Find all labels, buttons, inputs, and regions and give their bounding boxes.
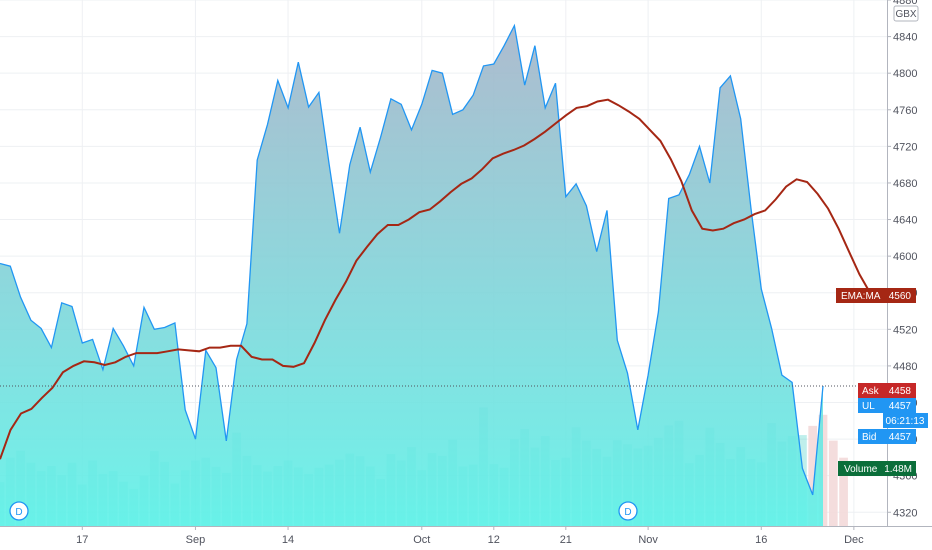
volume-label-value: 1.48M	[884, 464, 912, 475]
y-tick-label: 4640	[893, 215, 917, 227]
y-tick-label: 4480	[893, 361, 917, 373]
volume-label: Volume 1.48M	[838, 461, 916, 476]
y-tick-label: 4520	[893, 324, 917, 336]
ask-label-value: 4458	[889, 386, 912, 397]
price-line	[0, 23, 824, 496]
x-tick-label: Oct	[413, 534, 430, 546]
ema-price-label: EMA:MA 4560	[836, 288, 916, 303]
x-tick-label: 14	[282, 534, 294, 546]
ask-price-label: Ask 4458	[858, 383, 916, 398]
price-area	[0, 25, 823, 526]
y-tick-label: 4800	[893, 68, 917, 80]
dividend-badge-label: D	[15, 507, 22, 518]
ul-price-label: UL 4457	[858, 398, 916, 413]
bid-price-label: Bid 4457	[858, 429, 916, 444]
y-tick-label: 4760	[893, 105, 917, 117]
x-tick-label: Sep	[186, 534, 206, 546]
y-tick-label: 4720	[893, 141, 917, 153]
countdown-timer: 06:21:13	[883, 413, 928, 428]
y-tick-label: 4840	[893, 32, 917, 44]
y-tick-label: 4880	[893, 0, 917, 7]
x-tick-label: 17	[76, 534, 88, 546]
ask-label-name: Ask	[862, 386, 880, 397]
ul-label-name: UL	[862, 401, 875, 412]
y-tick-label: 4600	[893, 251, 917, 263]
ema-label-name: EMA:MA	[841, 291, 881, 302]
y-tick-label: 4680	[893, 178, 917, 190]
x-tick-label: Dec	[844, 534, 864, 546]
dividend-badge[interactable]: D	[9, 501, 29, 521]
y-tick-label: 4320	[893, 507, 917, 519]
volume-bar	[839, 457, 848, 526]
currency-label: GBX	[895, 9, 916, 20]
dividend-badge-label: D	[624, 507, 631, 518]
bid-label-value: 4457	[889, 432, 912, 443]
countdown-timer-text: 06:21:13	[886, 416, 925, 427]
currency-badge: GBX	[893, 5, 919, 22]
x-tick-label: 12	[488, 534, 500, 546]
volume-bar	[828, 440, 838, 526]
x-tick-label: Nov	[638, 534, 658, 546]
x-axis[interactable]: 17 Sep 14 Oct 12 21 Nov 16 Dec	[76, 526, 864, 546]
bid-label-name: Bid	[862, 432, 876, 443]
volume-label-name: Volume	[844, 464, 878, 475]
x-tick-label: 16	[755, 534, 767, 546]
volume-bar	[808, 425, 818, 526]
dividend-badge[interactable]: D	[618, 501, 638, 521]
x-tick-label: 21	[560, 534, 572, 546]
ema-label-value: 4560	[889, 291, 912, 302]
ul-label-value: 4457	[889, 401, 912, 412]
ema-line	[0, 98, 871, 460]
